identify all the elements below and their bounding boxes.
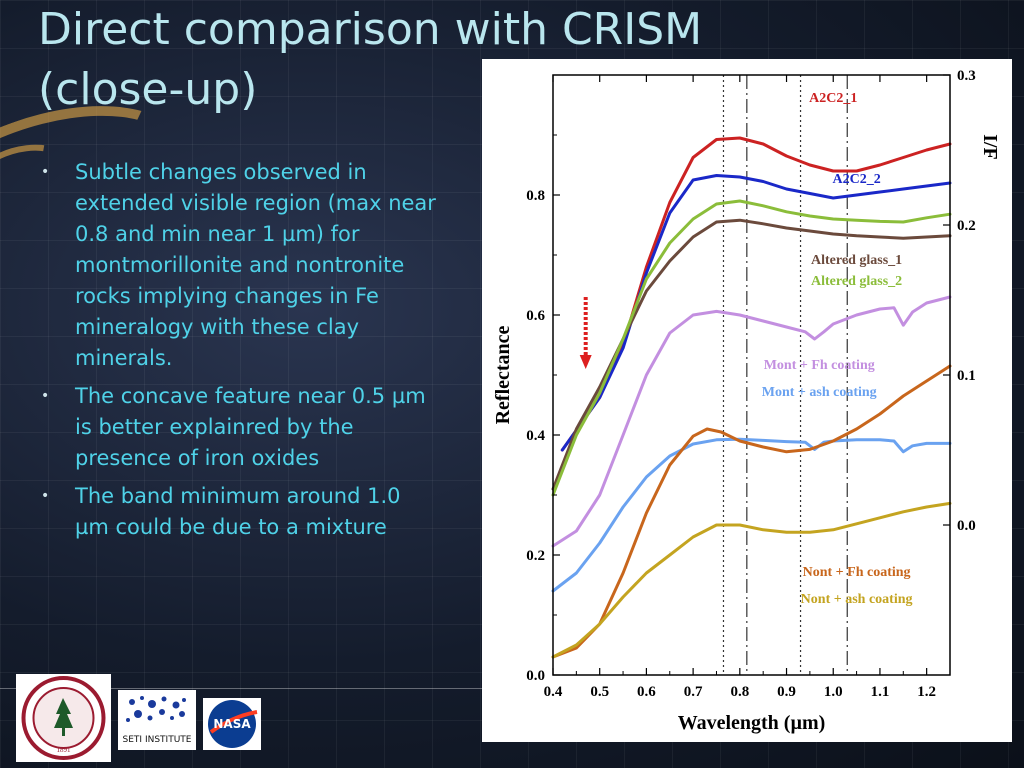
x-tick-label: 0.5 bbox=[590, 684, 609, 700]
bullet-text: The concave feature near 0.5 µm is bette… bbox=[75, 384, 426, 470]
nasa-meatball-icon: NASA bbox=[208, 700, 258, 748]
x-tick-label: 1.1 bbox=[871, 684, 890, 700]
series-line bbox=[551, 437, 952, 593]
stanford-logo: 1891 bbox=[16, 674, 111, 762]
seti-text: SETI INSTITUTE bbox=[123, 735, 192, 745]
y2-tick-label: 0.1 bbox=[957, 368, 976, 384]
x-tick-label: 0.8 bbox=[730, 684, 749, 700]
bullet-dot-icon: • bbox=[41, 388, 50, 404]
reflectance-chart: 0.4 0.5 0.6 0.7 0.8 0.9 1.0 1.1 1.2 0.0 0.2 0.4 0.6 0… bbox=[492, 68, 1001, 734]
x-tick-label: 1.0 bbox=[824, 684, 843, 700]
bullet-dot-icon: • bbox=[41, 164, 50, 180]
y-tick-label: 0.6 bbox=[526, 308, 545, 324]
series-line bbox=[551, 501, 952, 659]
y-tick-label: 0.2 bbox=[526, 548, 545, 564]
bullet-item: • The band minimum around 1.0 µm could be… bbox=[38, 481, 438, 543]
series-label: Altered glass_2 bbox=[811, 274, 902, 289]
series-line bbox=[551, 364, 952, 659]
seti-dots-icon: SETI INSTITUTE bbox=[123, 696, 192, 745]
title-line-1: Direct comparison with CRISM bbox=[38, 4, 703, 55]
nasa-text: NASA bbox=[213, 717, 251, 731]
bullet-text: The band minimum around 1.0 µm could be … bbox=[75, 484, 401, 539]
series-label: Mont + ash coating bbox=[762, 385, 877, 400]
bullet-item: • Subtle changes observed in extended vis… bbox=[38, 157, 438, 374]
series-line bbox=[551, 295, 952, 548]
nasa-logo: NASA bbox=[203, 698, 261, 750]
bullet-list: • Subtle changes observed in extended vis… bbox=[38, 157, 438, 550]
x-axis-label: Wavelength (µm) bbox=[678, 712, 826, 734]
y2-axis-label: I/F bbox=[979, 134, 1001, 160]
series-label: A2C2_2 bbox=[832, 172, 880, 187]
seal-icon: 1891 bbox=[21, 676, 106, 760]
series-line bbox=[551, 199, 952, 497]
series-label: Nont + Fh coating bbox=[803, 565, 911, 580]
series-label: Mont + Fh coating bbox=[764, 358, 875, 373]
y2-tick-label: 0.3 bbox=[957, 68, 976, 84]
y2-tick-label: 0.2 bbox=[957, 218, 976, 234]
y-tick-label: 0.8 bbox=[526, 188, 545, 204]
series-line bbox=[560, 174, 952, 452]
y-tick-label: 0.4 bbox=[526, 428, 545, 444]
footer-divider bbox=[0, 688, 482, 689]
x-tick-label: 0.6 bbox=[637, 684, 656, 700]
bullet-dot-icon: • bbox=[41, 488, 50, 504]
plot-frame bbox=[552, 74, 951, 676]
y-axis-label: Reflectance bbox=[492, 325, 514, 424]
x-tick-label: 0.7 bbox=[684, 684, 703, 700]
x-tick-label: 0.9 bbox=[777, 684, 796, 700]
seti-logo: SETI INSTITUTE bbox=[118, 690, 196, 750]
series-label: Nont + ash coating bbox=[801, 592, 913, 607]
bullet-text: Subtle changes observed in extended visi… bbox=[75, 160, 436, 370]
slide-title: Direct comparison with CRISM (close-up) bbox=[38, 0, 798, 120]
x-tick-label: 1.2 bbox=[917, 684, 936, 700]
y-tick-label: 0.0 bbox=[526, 668, 545, 684]
series-label: Altered glass_1 bbox=[811, 253, 902, 268]
seal-year: 1891 bbox=[57, 746, 72, 754]
series-label: A2C2_1 bbox=[809, 91, 857, 106]
y2-tick-label: 0.0 bbox=[957, 518, 976, 534]
bullet-item: • The concave feature near 0.5 µm is bett… bbox=[38, 381, 438, 474]
red-arrow-icon bbox=[579, 355, 592, 369]
title-line-2: (close-up) bbox=[38, 64, 258, 115]
x-tick-label: 0.4 bbox=[544, 684, 563, 700]
chart-panel: 0.4 0.5 0.6 0.7 0.8 0.9 1.0 1.1 1.2 0.0 0.2 0.4 0.6 0… bbox=[482, 59, 1012, 742]
